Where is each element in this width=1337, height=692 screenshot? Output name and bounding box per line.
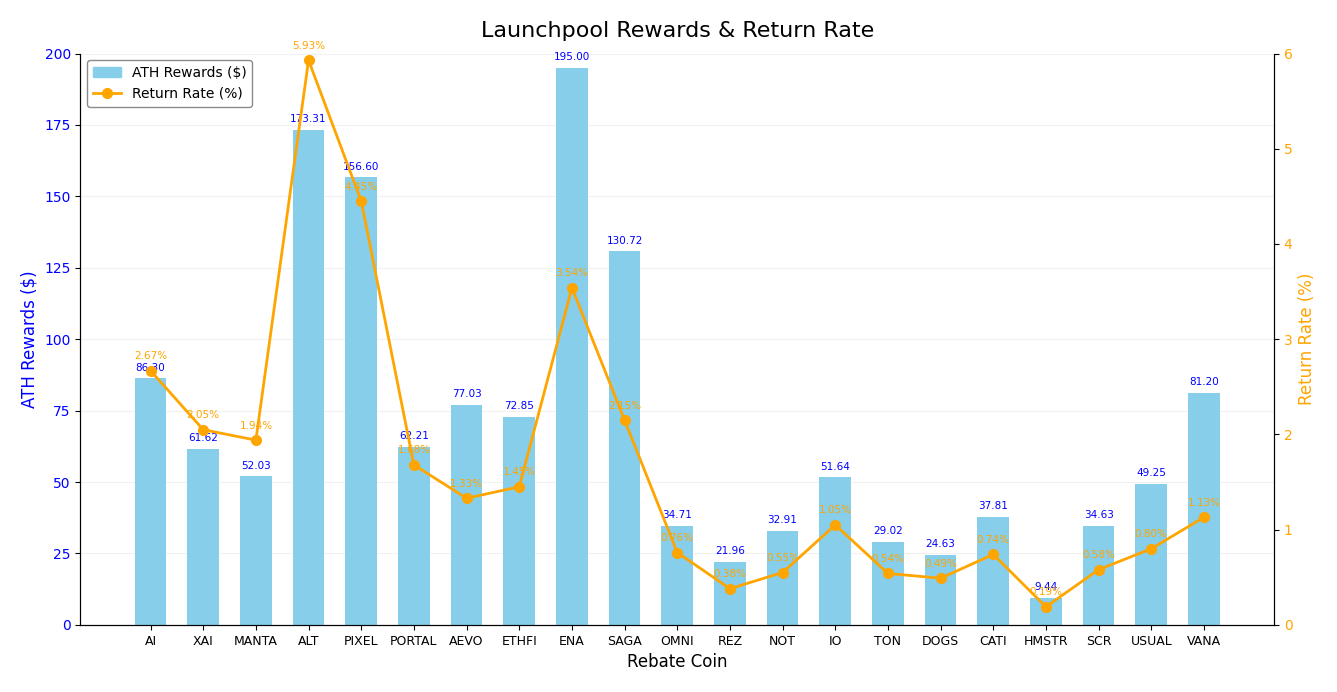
Text: 62.21: 62.21 <box>398 431 429 441</box>
Title: Launchpool Rewards & Return Rate: Launchpool Rewards & Return Rate <box>480 21 874 41</box>
Text: 32.91: 32.91 <box>767 515 798 525</box>
Text: 130.72: 130.72 <box>607 236 643 246</box>
Text: 1.13%: 1.13% <box>1187 498 1221 508</box>
Text: 86.30: 86.30 <box>135 363 166 372</box>
Text: 2.67%: 2.67% <box>134 351 167 361</box>
Text: 4.45%: 4.45% <box>345 181 378 192</box>
Text: 0.74%: 0.74% <box>977 535 1009 545</box>
Text: 1.68%: 1.68% <box>397 446 431 455</box>
Text: 0.76%: 0.76% <box>660 533 694 543</box>
X-axis label: Rebate Coin: Rebate Coin <box>627 653 727 671</box>
Text: 1.94%: 1.94% <box>239 421 273 430</box>
Bar <box>1029 598 1062 625</box>
Bar <box>977 517 1009 625</box>
Bar <box>714 562 746 625</box>
Text: 0.58%: 0.58% <box>1082 550 1115 560</box>
Bar <box>293 130 325 625</box>
Bar <box>556 68 588 625</box>
Bar <box>504 417 535 625</box>
Bar <box>241 476 271 625</box>
Bar <box>608 251 640 625</box>
Text: 51.64: 51.64 <box>821 462 850 472</box>
Bar <box>135 379 166 625</box>
Text: 3.54%: 3.54% <box>555 268 588 278</box>
Text: 0.19%: 0.19% <box>1029 588 1063 597</box>
Text: 0.80%: 0.80% <box>1135 529 1167 539</box>
Bar <box>662 526 693 625</box>
Text: 9.44: 9.44 <box>1035 582 1058 592</box>
Text: 1.33%: 1.33% <box>451 479 483 489</box>
Bar <box>1189 393 1219 625</box>
Text: 34.71: 34.71 <box>662 510 693 520</box>
Bar <box>820 477 852 625</box>
Bar <box>398 447 429 625</box>
Text: 2.15%: 2.15% <box>608 401 642 410</box>
Bar <box>925 554 956 625</box>
Text: 29.02: 29.02 <box>873 527 902 536</box>
Text: 156.60: 156.60 <box>344 162 380 172</box>
Text: 61.62: 61.62 <box>189 433 218 443</box>
Text: 81.20: 81.20 <box>1189 377 1219 388</box>
Text: 5.93%: 5.93% <box>291 41 325 51</box>
Text: 0.38%: 0.38% <box>714 570 746 579</box>
Bar <box>345 177 377 625</box>
Text: 52.03: 52.03 <box>241 461 271 471</box>
Bar <box>767 531 798 625</box>
Text: 2.05%: 2.05% <box>187 410 219 420</box>
Bar <box>187 449 219 625</box>
Text: 173.31: 173.31 <box>290 114 326 124</box>
Text: 21.96: 21.96 <box>715 547 745 556</box>
Text: 1.45%: 1.45% <box>503 467 536 477</box>
Text: 72.85: 72.85 <box>504 401 535 411</box>
Y-axis label: ATH Rewards ($): ATH Rewards ($) <box>21 271 39 408</box>
Bar <box>1135 484 1167 625</box>
Y-axis label: Return Rate (%): Return Rate (%) <box>1298 273 1316 406</box>
Text: 0.49%: 0.49% <box>924 558 957 569</box>
Bar <box>1083 526 1115 625</box>
Text: 0.54%: 0.54% <box>872 554 904 564</box>
Text: 1.05%: 1.05% <box>818 505 852 516</box>
Text: 77.03: 77.03 <box>452 389 481 399</box>
Text: 0.55%: 0.55% <box>766 553 800 563</box>
Text: 34.63: 34.63 <box>1084 510 1114 520</box>
Text: 24.63: 24.63 <box>925 539 956 549</box>
Legend: ATH Rewards ($), Return Rate (%): ATH Rewards ($), Return Rate (%) <box>87 60 253 107</box>
Text: 49.25: 49.25 <box>1136 468 1166 478</box>
Text: 37.81: 37.81 <box>979 501 1008 511</box>
Text: 195.00: 195.00 <box>554 52 590 62</box>
Bar <box>872 542 904 625</box>
Bar <box>451 405 483 625</box>
